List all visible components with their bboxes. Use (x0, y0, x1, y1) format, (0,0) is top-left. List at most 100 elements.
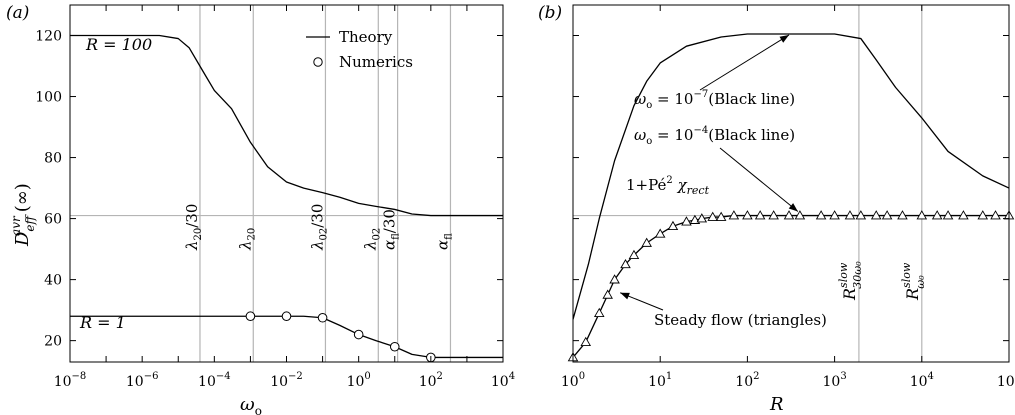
steady-flow-point (783, 210, 795, 220)
legend-numerics-swatch (313, 57, 323, 67)
panel-a-plot-frame (69, 4, 504, 363)
steady-flow-curve (572, 214, 1009, 358)
x-tick-label: 100 (347, 371, 371, 390)
annotation-arrow-head (788, 203, 798, 212)
steady-flow-point (593, 307, 605, 318)
x-tick-label: 101 (648, 371, 672, 390)
steady-flow-point (815, 210, 827, 220)
steady-flow-point (794, 210, 806, 220)
annotation-arrow-shaft (719, 147, 799, 212)
steady-flow-point (990, 210, 1001, 220)
reference-label: λ20/30 (183, 204, 204, 251)
numerics-point (353, 329, 364, 340)
steady-flow-point (609, 274, 620, 284)
legend-numerics-label: Numerics (339, 53, 413, 71)
x-tick-label: 105 (997, 371, 1015, 390)
steady-flow-point (728, 210, 740, 220)
steady-flow-point (654, 228, 666, 238)
theory-curve-r100 (70, 34, 503, 217)
panel-a-axis-ticks: 10−8 10−6 10−4 10−2 100 102 104 20 40 60 80 100 120 (35, 5, 515, 390)
x-tick-label: 10−8 (54, 371, 87, 390)
y-tick-label: 60 (44, 212, 62, 228)
reference-label: αfl (433, 233, 454, 250)
annotation-steady-flow: Steady flow (triangles) (654, 311, 827, 329)
steady-flow-point (715, 211, 727, 221)
steady-flow-point (641, 237, 652, 247)
steady-flow-point (844, 210, 856, 220)
annotation-arrows (620, 34, 799, 311)
reference-label: λ20 (236, 228, 257, 251)
curve-label-r100: R = 100 (85, 35, 152, 54)
reference-label: Rslowω₀ (900, 262, 927, 301)
y-tick-label: 120 (35, 29, 62, 45)
steady-flow-point (942, 210, 954, 220)
steady-flow-point (580, 336, 592, 346)
steady-flow-point (916, 210, 928, 220)
annotation-omega-1e-7: ωo = 10−7(Black line) (634, 89, 795, 111)
hline-label: 1+Pé2 χrect (626, 175, 710, 197)
steady-flow-point (768, 210, 779, 220)
omega-1e-7-curve (572, 33, 1010, 320)
panel-b-label: (b) (538, 3, 562, 23)
steady-flow-point (754, 210, 766, 220)
x-tick-label: 102 (419, 371, 443, 390)
panel-a-label: (a) (6, 3, 29, 23)
annotation-omega-1e-4: ωo = 10−4(Black line) (634, 125, 795, 147)
steady-flow-point (620, 258, 631, 269)
steady-flow-point (628, 249, 640, 260)
steady-flow-point (707, 211, 718, 221)
panel-b-plot-frame (572, 4, 1010, 363)
x-tick-label: 100 (561, 371, 585, 390)
steady-flow-point (870, 210, 882, 220)
x-tick-label: 103 (822, 371, 846, 390)
reference-label: αfl/30 (381, 209, 402, 250)
curve-label-r1: R = 1 (79, 313, 126, 332)
y-tick-label: 40 (44, 273, 62, 289)
x-tick-label: 10−4 (198, 371, 231, 390)
svg-text:Deffavr(∞): Deffavr(∞) (9, 183, 37, 247)
numerics-point (389, 341, 400, 352)
panel-a-numerics-points (245, 311, 436, 363)
numerics-point (281, 311, 292, 322)
steady-flow-point (855, 210, 867, 220)
annotation-arrow-head (620, 292, 630, 300)
y-axis-label: Deffavr(∞) (9, 183, 37, 247)
panel-b-steady-flow-points (567, 210, 1015, 362)
y-tick-label: 80 (44, 151, 62, 167)
steady-flow-point (931, 210, 943, 220)
reference-label: Rslow30ω₀ (837, 261, 864, 301)
steady-flow-point (897, 210, 908, 220)
steady-flow-point (667, 220, 679, 231)
steady-flow-point (602, 289, 613, 299)
x-tick-label: 10−6 (126, 371, 159, 390)
panel-b-axis-ticks: 100 101 102 103 104 105 (561, 5, 1015, 390)
panel-b-reference-labels: Rslow30ω₀ Rslowω₀ (837, 261, 927, 301)
steady-flow-point (977, 210, 989, 220)
panel-b-series (572, 33, 1010, 358)
reference-label: λ02/30 (308, 204, 329, 251)
annotation-arrow-shaft (699, 34, 790, 91)
x-tick-label: 10−2 (270, 371, 303, 390)
numerics-point (317, 312, 328, 323)
panel-a-reference-lines (70, 5, 503, 362)
panel-a-series (70, 34, 503, 359)
numerics-point (245, 311, 256, 322)
legend: Theory Numerics (306, 28, 413, 71)
reference-label: λ02 (361, 228, 382, 251)
annotation-arrow-head (779, 34, 790, 43)
theory-curve-r1 (70, 315, 503, 359)
x-axis-label-b: R (769, 394, 784, 415)
x-tick-label: 102 (735, 371, 759, 390)
steady-flow-point (829, 210, 840, 220)
steady-flow-point (742, 210, 753, 220)
steady-flow-point (681, 216, 692, 226)
x-tick-label: 104 (491, 371, 515, 390)
x-tick-label: 104 (910, 371, 934, 390)
steady-flow-point (958, 210, 969, 220)
x-axis-label-a: ωo (240, 394, 262, 415)
steady-flow-point (881, 210, 893, 220)
